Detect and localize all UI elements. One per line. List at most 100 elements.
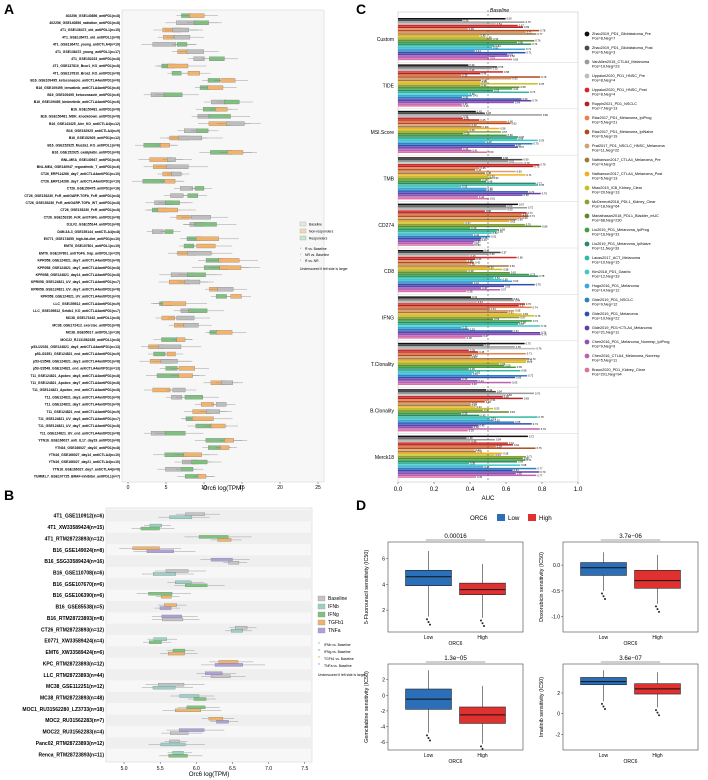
panel-a-row-label: T11_GSE124821_Apobec_day7_antiCTLA4antiP… (30, 381, 120, 385)
panel-c-legend-name: Lauss2017_ACT_Melanoma (592, 256, 641, 260)
panel-c-bar-label: 0.69 (524, 25, 530, 29)
panel-c-bar-label: 0.64 (515, 298, 521, 302)
panel-c-legend-count: Pos=4,Neg=5 (592, 163, 615, 167)
panel-a-row-label: KPR058_GSE124821_day7_antiCTLA4antiPD1(n… (38, 266, 120, 270)
panel-b-row-label: EMT6_XW33589424(n=6) (45, 650, 104, 656)
panel-b-box (140, 526, 160, 531)
panel-c-bar-label: 0.63 (513, 57, 519, 61)
panel-c-bar (398, 272, 510, 274)
panel-c-bar-label: 0.70 (524, 161, 530, 165)
panel-c-bar (398, 454, 495, 456)
panel-d-outlier (427, 620, 430, 623)
panel-c-bar-label: 0.36 (463, 147, 469, 151)
panel-c-bar-label: 0.46 (482, 238, 488, 242)
panel-c-bar (398, 69, 469, 71)
panel-d-xtick-label: High (477, 635, 488, 641)
panel-c-bar (398, 335, 483, 337)
panel-b-box (153, 637, 167, 641)
panel-c-bar (398, 191, 529, 193)
panel-c-bar-label: 0.59 (505, 284, 511, 288)
panel-c-bar-label: 0.54 (497, 22, 503, 26)
panel-c-bar (398, 66, 498, 68)
panel-a-row-label: YTN16_GSE166027_day14_antiCTLA4(n=10) (49, 453, 120, 457)
panel-c-bar (398, 424, 479, 427)
panel-a-row-label: 4T1_GSE137810_Brca2_KO_antiPD1(n=8) (53, 71, 120, 75)
panel-c-bar (398, 282, 473, 284)
panel-c-bar-label: 0.57 (502, 130, 508, 134)
panel-d-pvalue: 3.7e−06 (619, 533, 642, 540)
panel-c-bar-label: 0.48 (486, 171, 492, 175)
panel-b-row-band (106, 510, 312, 522)
panel-c-bar (398, 378, 462, 380)
panel-c-bar (398, 435, 528, 438)
panel-c-bar-label: 0.43 (477, 450, 483, 454)
panel-a-box (207, 85, 224, 90)
panel-c-legend-name: Uppaluri2020_PD1_HNSC_Pre (592, 74, 645, 78)
panel-b-box (172, 648, 186, 653)
panel-b-box (175, 708, 201, 713)
panel-c-bar (398, 399, 490, 401)
panel-c-bar-label: 0.50 (490, 175, 496, 179)
panel-a-box (193, 20, 209, 25)
panel-c-bar-label: 0.62 (510, 410, 516, 414)
panel-a-row-label: D1LV2_GSE155144_antiPD1(n=8) (67, 223, 120, 227)
panel-b-legend-label: IFNb (328, 604, 339, 610)
panel-c-bar-label: 0.71 (527, 455, 533, 459)
panel-c-bar-label: 0.76 (535, 391, 541, 395)
panel-b-legend-label: IFNg (328, 612, 339, 618)
panel-d-outlier (426, 734, 428, 737)
panel-c-bar (398, 110, 476, 113)
panel-b-box (161, 614, 182, 619)
panel-a-row-label: B16_GSE152925_Mus2a1_KO_antiPDL1(n=6) (47, 143, 120, 147)
panel-a-test-symbol: * (300, 253, 302, 257)
panel-c-bar (398, 84, 481, 87)
panel-c-bar-label: 0.56 (500, 228, 506, 232)
panel-c-bar (398, 143, 533, 145)
panel-a-row-label: B16_GSE150481_antiPD1(n=8) (71, 107, 120, 111)
panel-c-bar-label: 0.74 (532, 42, 538, 46)
panel-c-legend-count: Pos=19,Neg=22 (592, 317, 619, 321)
panel-c-bar-label: 0.71 (527, 360, 533, 364)
panel-c-legend-name: Kim2018_PD1_Gastric (592, 270, 631, 274)
panel-c-bar-label: 0.69 (523, 158, 529, 162)
panel-c-bar-label: 0.67 (519, 322, 525, 326)
panel-b-box (169, 731, 189, 735)
panel-c-bar (398, 306, 532, 309)
panel-a-box (227, 150, 244, 155)
panel-c-bar-label: 0.70 (526, 223, 532, 227)
panel-c-bar-label: 0.71 (528, 211, 534, 215)
panel-b-legend-label: TGFb1 (328, 620, 344, 626)
panel-c-bar-label: 0.65 (517, 472, 523, 476)
panel-c-bar-label: 0.45 (480, 118, 486, 122)
panel-c-bar-label: 0.44 (479, 195, 485, 199)
panel-c-bar (398, 50, 475, 52)
panel-c-bar (398, 273, 530, 276)
panel-c-bar (398, 162, 524, 164)
panel-c-legend-dot (584, 311, 590, 317)
panel-c-legend-name: Gide2019_PD1_Melanoma (592, 312, 639, 316)
panel-c-bar-label: 0.38 (468, 436, 474, 440)
panel-d-outlier (429, 739, 431, 742)
panel-b-box (158, 682, 185, 687)
panel-c-group-label: CD274 (378, 223, 394, 229)
panel-a-box (164, 229, 174, 234)
panel-c-bar (398, 169, 476, 171)
panel-c-bar (398, 287, 482, 289)
panel-a-row-label: CT26_ERP114266_day7_antiCTLA4antiPD1(n=1… (41, 179, 120, 183)
panel-c-bar (398, 359, 527, 362)
panel-c-bar (398, 244, 475, 246)
panel-c-bar (398, 240, 475, 243)
panel-c-bar-label: 0.79 (541, 324, 547, 328)
panel-a-box (166, 164, 189, 169)
panel-c-bar-label: 0.53 (494, 89, 500, 93)
panel-c-bar (398, 328, 469, 331)
panel-c-bar (398, 101, 515, 104)
panel-c-bar-label: 0.68 (521, 369, 527, 373)
panel-d-xlabel: ORC6 (449, 641, 463, 647)
panel-d-xtick-label: Low (424, 753, 434, 759)
panel-b-box (168, 754, 188, 758)
panel-a-xtick-label: 15 (239, 485, 245, 491)
panel-c-bar-label: 0.49 (487, 180, 493, 184)
panel-c-bar-label: 0.66 (518, 460, 524, 464)
panel-a-row-label: CT26_GSE153230_FcR_antiGARP-TGFb_WT_anti… (26, 201, 121, 205)
